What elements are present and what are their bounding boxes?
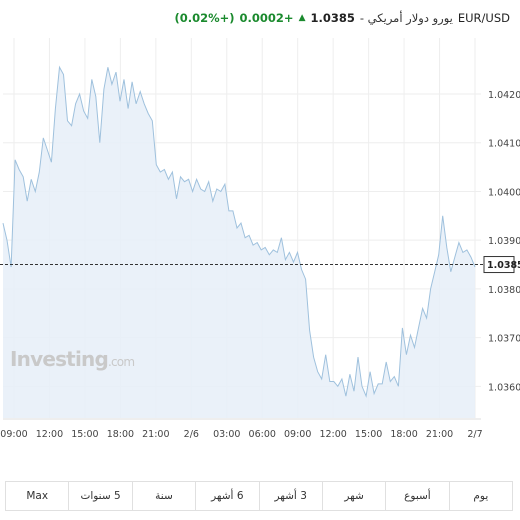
investing-watermark: Investing.com (10, 347, 135, 371)
timeframe-1m-button[interactable]: شهر (321, 482, 385, 510)
y-tick-label: 1.0360 (488, 382, 520, 393)
x-tick-label: 18:00 (390, 429, 417, 440)
y-tick-label: 1.0390 (488, 236, 520, 247)
x-tick-label: 09:00 (284, 429, 311, 440)
timeframe-6m-button[interactable]: 6 أشهر (195, 482, 258, 510)
timeframe-1d-button[interactable]: يوم (448, 482, 512, 510)
x-tick-label: 21:00 (142, 429, 169, 440)
timeframe-1w-button[interactable]: أسبوع (385, 482, 448, 510)
timeframe-1y-button[interactable]: سنة (131, 482, 195, 510)
timeframe-bar: يوم أسبوع شهر 3 أشهر 6 أشهر سنة 5 سنوات … (5, 481, 513, 511)
x-tick-label: 12:00 (319, 429, 346, 440)
x-tick-label: 15:00 (71, 429, 98, 440)
x-tick-label: 06:00 (249, 429, 276, 440)
price-change-percent: (+0.02%) (174, 11, 235, 25)
x-tick-label: 21:00 (426, 429, 453, 440)
price-change: +0.0002 (239, 11, 294, 25)
svg-text:Investing.com: Investing.com (10, 347, 134, 371)
x-tick-label: 2/6 (184, 429, 199, 440)
y-tick-label: 1.0400 (488, 187, 520, 198)
current-price-label: 1.0385 (487, 260, 520, 271)
chart-header: EUR/USD يورو دولار أمريكي - 1.0385 ▲ +0.… (0, 8, 510, 28)
y-tick-label: 1.0410 (488, 139, 520, 150)
timeframe-3m-button[interactable]: 3 أشهر (258, 482, 322, 510)
x-tick-label: 09:00 (0, 429, 27, 440)
y-axis: 1.0420 1.0410 1.0400 1.0390 1.0380 1.0370 1.03… (488, 90, 520, 393)
y-tick-label: 1.0380 (488, 285, 520, 296)
x-tick-label: 12:00 (36, 429, 63, 440)
price-area (3, 67, 475, 418)
instrument-name: يورو دولار أمريكي - (359, 11, 453, 25)
timeframe-5y-button[interactable]: 5 سنوات (68, 482, 131, 510)
x-tick-label: 03:00 (213, 429, 240, 440)
currency-pair: EUR/USD (457, 11, 510, 25)
x-tick-label: 18:00 (107, 429, 134, 440)
price-line (2, 65, 476, 398)
y-tick-label: 1.0420 (488, 90, 520, 101)
current-price-marker (483, 256, 515, 274)
up-arrow-icon: ▲ (298, 13, 306, 23)
x-axis: 09:00 12:00 15:00 18:00 21:00 2/6 03:00 06:00 09… (0, 418, 483, 440)
timeframe-max-button[interactable]: Max (26, 490, 49, 502)
x-tick-label: 2/7 (467, 429, 482, 440)
y-tick-label: 1.0370 (488, 334, 520, 345)
price-chart[interactable]: Investing.com 1.0385 1.04201.04101.04001… (0, 0, 520, 480)
x-tick-label: 15:00 (355, 429, 382, 440)
last-price: 1.0385 (310, 11, 355, 25)
